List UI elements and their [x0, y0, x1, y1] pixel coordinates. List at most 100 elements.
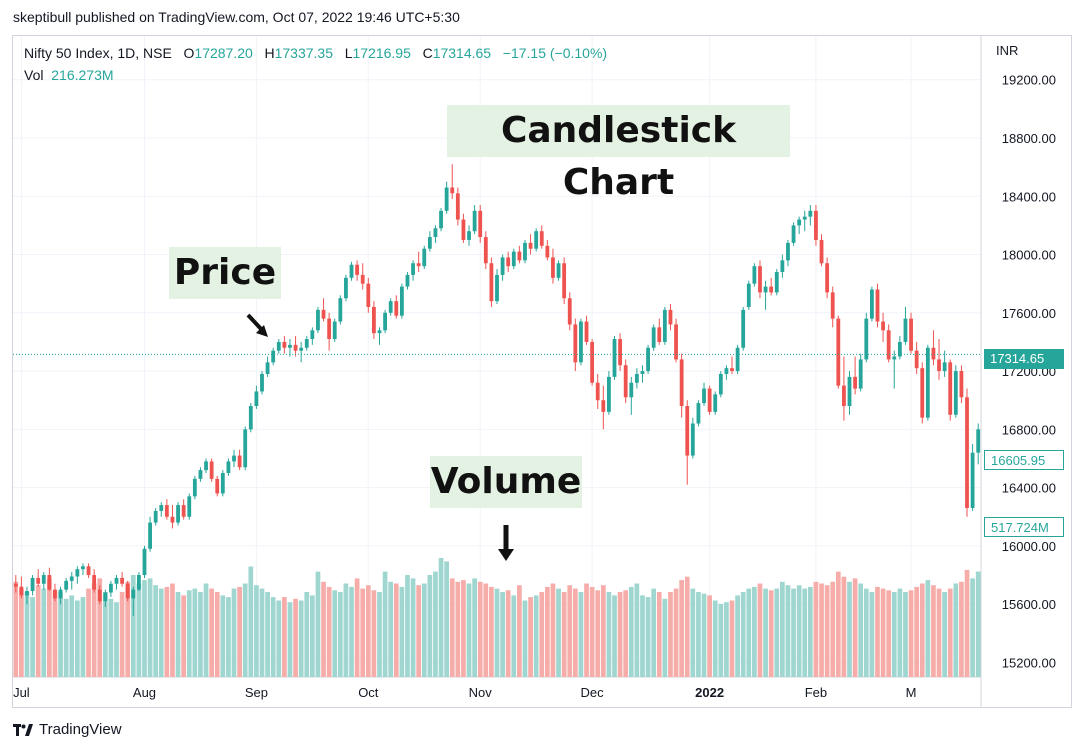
candle-body	[483, 237, 488, 264]
volume-bar	[539, 592, 545, 677]
candle-body	[187, 496, 192, 517]
volume-bar	[640, 595, 645, 677]
candle-body	[170, 516, 175, 523]
volume-bar	[477, 581, 483, 677]
volume-bar	[304, 592, 310, 677]
candle-body	[75, 569, 80, 577]
volume-bar	[791, 588, 796, 677]
candle-body	[69, 576, 74, 581]
volume-bar	[354, 578, 360, 677]
volume-bar	[86, 588, 91, 677]
candle-body	[304, 339, 309, 348]
volume-bar	[158, 588, 164, 677]
candle-body	[360, 274, 365, 284]
volume-bar	[517, 585, 522, 677]
price-tick-label: 16000.00	[1002, 539, 1056, 554]
volume-bar	[58, 592, 63, 677]
volume-bar	[410, 578, 416, 677]
candle-body	[282, 341, 287, 348]
candle-body	[696, 403, 701, 424]
close-value: 17314.65	[432, 45, 492, 61]
volume-bar	[153, 585, 159, 677]
publish-info: skeptibull published on TradingView.com,…	[13, 9, 460, 25]
volume-bar	[326, 586, 332, 677]
volume-bar	[651, 588, 657, 677]
volume-bar	[405, 575, 410, 677]
volume-bar	[914, 586, 920, 677]
price-tick-label: 19200.00	[1002, 73, 1056, 88]
candle-body	[858, 359, 863, 389]
candle-body	[769, 286, 774, 293]
volume-bar	[198, 592, 203, 677]
candle-body	[903, 318, 908, 342]
candle-body	[86, 566, 91, 576]
volume-bar	[774, 588, 780, 677]
volume-bar	[321, 581, 326, 677]
candle-body	[758, 266, 762, 293]
candle-body	[254, 391, 259, 407]
volume-bar	[382, 571, 388, 677]
volume-bar	[785, 585, 791, 677]
candle-body	[685, 406, 690, 456]
candle-body	[875, 289, 880, 322]
candle-body	[81, 566, 85, 570]
volume-bar	[589, 586, 595, 677]
tradingview-logo[interactable]: TradingView	[13, 721, 122, 738]
candle-body	[148, 522, 152, 549]
candle-body	[176, 505, 180, 523]
candle-body	[595, 382, 600, 401]
candle-body	[847, 376, 852, 407]
volume-bar	[768, 590, 774, 677]
candle-body	[237, 455, 242, 468]
candle-body	[562, 263, 567, 299]
volume-bar	[623, 590, 629, 677]
candle-body	[377, 330, 382, 334]
candle-body	[366, 283, 371, 307]
volume-bar	[248, 566, 254, 677]
high-label: H	[264, 45, 275, 61]
candle-body	[316, 309, 320, 331]
volume-bar	[858, 583, 864, 677]
volume-bar	[254, 585, 259, 677]
volume-bar	[919, 583, 925, 677]
price-tick-label: 18000.00	[1002, 248, 1056, 263]
candle-body	[629, 382, 634, 398]
time-tick-label: Nov	[469, 685, 493, 700]
volume-bar	[80, 597, 86, 677]
volume-bar	[282, 597, 287, 677]
candle-body	[192, 478, 197, 497]
candle-body	[25, 591, 29, 596]
volume-bar	[186, 590, 192, 677]
candle-body	[120, 577, 125, 584]
candle-body	[539, 231, 544, 246]
price-tick-label: 16400.00	[1002, 481, 1056, 496]
candle-body	[97, 589, 102, 602]
candle-body	[763, 286, 768, 293]
volume-bar	[119, 592, 125, 677]
candle-body	[567, 298, 572, 325]
candle-body	[668, 309, 673, 325]
price-tick-label: 15200.00	[1002, 655, 1056, 670]
candle-body	[886, 330, 891, 360]
volume-bar	[813, 581, 819, 677]
candle-body	[965, 397, 969, 509]
currency-label[interactable]: INR	[996, 43, 1019, 58]
volume-bar	[489, 586, 494, 677]
volume-bar	[830, 581, 836, 677]
candle-body	[243, 429, 248, 468]
candle-body	[612, 339, 617, 377]
volume-bar	[47, 578, 52, 677]
candle-body	[953, 371, 958, 415]
time-tick-label: M	[906, 685, 917, 700]
candle-body	[774, 272, 779, 293]
crosshair-price-tag: 16605.95	[984, 450, 1064, 470]
ohlc-legend: Nifty 50 Index, 1D, NSE O17287.20 H17337…	[24, 45, 607, 61]
volume-bar	[886, 590, 892, 677]
volume-bar	[30, 597, 35, 677]
volume-bar	[449, 578, 455, 677]
volume-bar	[175, 592, 181, 677]
volume-bar	[63, 598, 69, 677]
candle-body	[657, 327, 662, 342]
volume-bar	[718, 603, 724, 677]
volume-bar	[528, 597, 533, 677]
